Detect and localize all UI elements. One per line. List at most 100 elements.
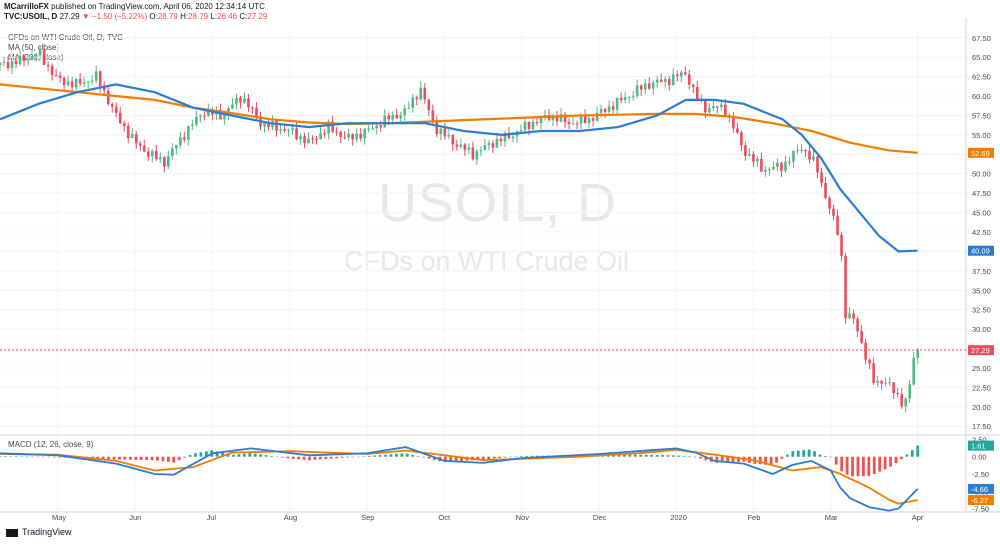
- candle: [327, 121, 330, 134]
- macd-histogram-bar: [861, 456, 865, 477]
- y-tick-label: 47.50: [972, 189, 991, 198]
- macd-histogram-bar: [248, 453, 252, 457]
- candle: [307, 138, 310, 144]
- candle: [94, 71, 98, 81]
- macd-histogram-bar: [25, 456, 29, 458]
- y-tick-label: 37.50: [972, 267, 991, 276]
- candle: [235, 97, 238, 105]
- candle: [872, 363, 875, 383]
- macd-histogram-bar: [242, 453, 246, 457]
- macd-histogram-bar: [20, 456, 24, 458]
- candle: [66, 81, 70, 86]
- candle: [38, 49, 42, 56]
- candle: [78, 79, 82, 84]
- macd-line: [0, 446, 919, 512]
- macd-histogram-bar: [671, 455, 675, 457]
- macd-histogram-bar: [384, 454, 387, 457]
- candle: [876, 380, 879, 383]
- candle: [171, 148, 174, 157]
- candle: [587, 118, 591, 124]
- candle: [687, 74, 691, 85]
- candle: [46, 64, 50, 67]
- candle: [102, 86, 106, 91]
- macd-tick-label: -7.50: [972, 505, 989, 514]
- candle: [367, 128, 370, 130]
- candle: [167, 156, 170, 167]
- candle: [527, 121, 531, 129]
- macd-histogram-bar: [796, 450, 800, 457]
- macd-label[interactable]: MACD (12, 26, close, 9): [8, 440, 94, 449]
- candle: [62, 77, 66, 86]
- macd-hist-tag-bg: [968, 440, 994, 451]
- macd-histogram-bar: [416, 456, 420, 457]
- macd-histogram-bar: [107, 456, 111, 460]
- macd-histogram-bar: [720, 456, 724, 463]
- macd-histogram-bar: [400, 453, 404, 457]
- candle: [828, 197, 831, 209]
- high-value: 28.79: [188, 12, 209, 21]
- ma50-tag-bg: [968, 245, 994, 256]
- candle: [908, 384, 911, 399]
- candle: [595, 112, 599, 121]
- macd-histogram-bar: [492, 456, 496, 459]
- symbol[interactable]: TVC:USOIL, D: [4, 12, 58, 21]
- candle: [567, 122, 571, 125]
- candle: [431, 110, 435, 122]
- macd-histogram-bar: [476, 456, 480, 460]
- candle: [375, 125, 378, 129]
- candle: [523, 121, 527, 131]
- macd-histogram-bar: [270, 455, 273, 457]
- candle: [255, 107, 258, 118]
- candle: [563, 114, 567, 123]
- x-tick-label: Sep: [361, 513, 374, 522]
- macd-histogram-bar: [823, 455, 827, 457]
- macd-histogram-bar: [177, 456, 181, 461]
- macd-histogram-bar: [297, 456, 301, 460]
- candle: [118, 112, 122, 124]
- legend-ma50[interactable]: MA (50, close): [8, 43, 60, 52]
- candle: [106, 90, 110, 105]
- candle: [679, 72, 683, 77]
- candle: [423, 87, 427, 100]
- candle: [459, 144, 463, 147]
- candle: [695, 87, 699, 100]
- x-tick-label: Aug: [284, 513, 297, 522]
- y-tick-label: 32.50: [972, 306, 991, 315]
- y-tick-label: 42.50: [972, 228, 991, 237]
- macd-histogram-bar: [362, 456, 366, 457]
- macd-histogram-bar: [128, 456, 132, 460]
- macd-histogram-bar: [422, 456, 425, 458]
- macd-histogram-bar: [118, 456, 121, 460]
- macd-histogram-bar: [291, 456, 295, 459]
- candle: [435, 121, 439, 134]
- macd-histogram-bar: [699, 456, 702, 459]
- candle: [820, 172, 823, 183]
- macd-histogram-bar: [509, 456, 512, 458]
- footer-brand[interactable]: TradingView: [22, 527, 72, 537]
- candle: [199, 115, 202, 117]
- macd-signal-tag-bg: [968, 495, 994, 506]
- candle: [752, 154, 755, 162]
- candle: [343, 137, 346, 139]
- candle: [74, 79, 78, 88]
- macd-tick-label: 0.00: [972, 453, 987, 462]
- macd-signal-tag: -6.27: [971, 496, 988, 505]
- author[interactable]: MCarrilloFX: [4, 2, 49, 11]
- x-tick-label: Oct: [438, 513, 451, 522]
- candle: [263, 122, 266, 127]
- macd-histogram-bar: [514, 456, 518, 458]
- macd-histogram-bar: [264, 455, 268, 457]
- macd-histogram-bar: [183, 456, 187, 458]
- macd-histogram-bar: [775, 456, 778, 463]
- macd-histogram-bar: [791, 451, 795, 457]
- candle: [708, 108, 711, 113]
- candle: [848, 313, 851, 319]
- candle: [219, 109, 222, 120]
- macd-histogram-bar: [340, 456, 344, 458]
- candle: [158, 157, 162, 160]
- candle: [30, 55, 34, 60]
- candle: [251, 107, 254, 109]
- candle: [571, 123, 575, 125]
- macd-histogram-bar: [829, 456, 833, 458]
